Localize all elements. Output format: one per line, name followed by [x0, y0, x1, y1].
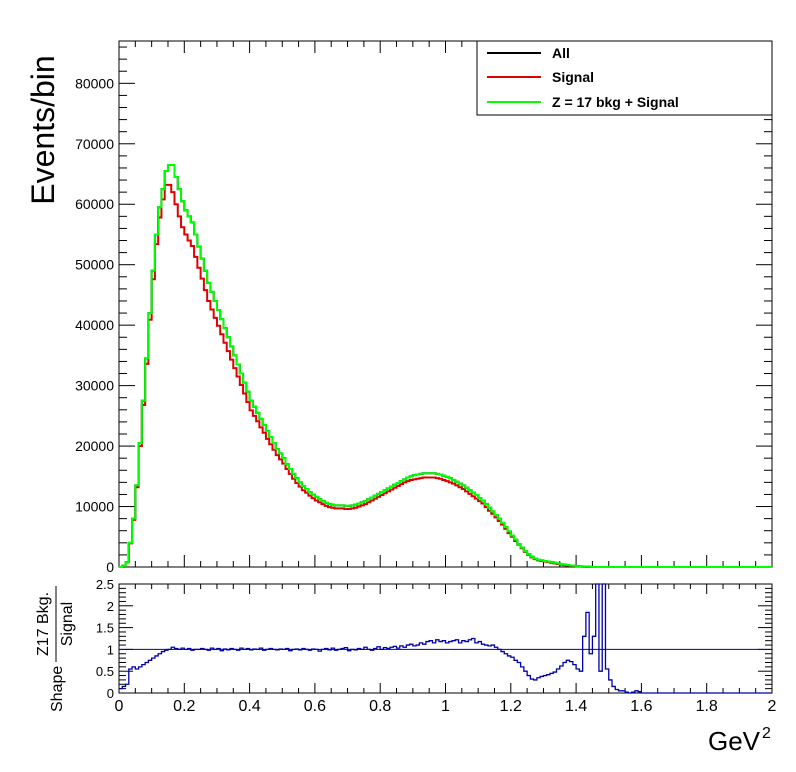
ratio-panel: 0 0.5 1 1.5 2 2.5 0 0.2 0.4 0.6 0.8 1 1.2 1.4 1.6 1.8 2…	[35, 577, 777, 756]
ratio-y-tick-label: 2.5	[96, 577, 114, 592]
y-tick-label: 20000	[75, 438, 114, 454]
x-tick-label: 0.2	[173, 698, 195, 715]
ratio-ylabel-prefix: Shape	[49, 666, 66, 712]
x-tick-labels: 0 0.2 0.4 0.6 0.8 1 1.2 1.4 1.6 1.8 2	[115, 698, 777, 715]
ratio-series	[119, 583, 772, 694]
y-tick-label: 10000	[75, 499, 114, 515]
x-tick-label: 1.4	[565, 698, 587, 715]
x-tick-label: 0.4	[238, 698, 260, 715]
x-tick-label: 1	[441, 698, 450, 715]
y-axis-label: Events/bin	[25, 55, 61, 204]
x-tick-label: 2	[768, 698, 777, 715]
ratio-axis-ticks	[118, 583, 773, 694]
y-tick-label: 70000	[75, 136, 114, 152]
ratio-series-group	[119, 583, 772, 694]
legend-label-all: All	[552, 45, 570, 61]
ratio-y-tick-labels: 0 0.5 1 1.5 2 2.5	[96, 577, 114, 701]
legend-label-signal: Signal	[552, 69, 594, 85]
x-tick-label: 1.2	[500, 698, 522, 715]
y-tick-label: 30000	[75, 378, 114, 394]
main-histogram-panel: 0 10000 20000 30000 40000 50000 60000 70000 8000…	[25, 40, 773, 575]
ratio-y-tick-label: 1	[107, 642, 114, 657]
ratio-y-axis-label: Shape Z17 Bkg. Signal	[35, 586, 76, 712]
x-tick-label: 0	[115, 698, 124, 715]
x-tick-label: 0.8	[369, 698, 391, 715]
x-axis-label-text: GeV	[708, 726, 761, 756]
y-tick-label: 0	[106, 559, 114, 575]
ratio-plot-frame	[118, 583, 773, 694]
ratio-ylabel-numerator: Z17 Bkg.	[35, 592, 52, 656]
ratio-y-tick-label: 1.5	[96, 621, 114, 636]
y-tick-label: 40000	[75, 317, 114, 333]
ratio-ylabel-denominator: Signal	[59, 602, 76, 646]
ratio-y-tick-label: 0.5	[96, 664, 114, 679]
x-tick-label: 1.8	[696, 698, 718, 715]
x-axis-label: GeV 2	[708, 725, 771, 756]
ratio-y-tick-label: 2	[107, 599, 114, 614]
main-y-tick-labels: 0 10000 20000 30000 40000 50000 60000 70000 8000…	[75, 75, 114, 575]
y-tick-label: 60000	[75, 196, 114, 212]
series-2	[119, 163, 772, 568]
main-series-group	[119, 163, 772, 568]
legend-label-z17: Z = 17 bkg + Signal	[552, 94, 679, 110]
ratio-y-tick-label: 0	[107, 686, 114, 701]
x-tick-label: 0.6	[304, 698, 326, 715]
y-tick-label: 50000	[75, 257, 114, 273]
y-tick-label: 80000	[75, 75, 114, 91]
legend: All Signal Z = 17 bkg + Signal	[476, 40, 773, 116]
x-tick-label: 1.6	[630, 698, 652, 715]
x-axis-label-superscript: 2	[762, 725, 771, 742]
